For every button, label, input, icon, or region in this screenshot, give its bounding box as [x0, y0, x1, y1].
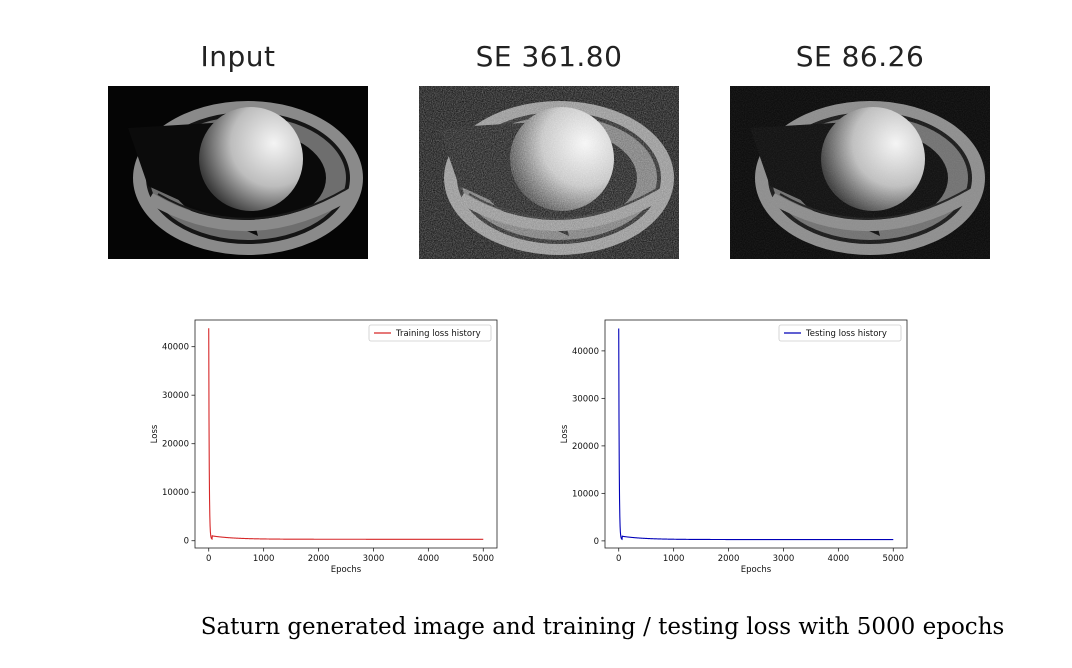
noise-overlay — [419, 86, 679, 259]
noise-overlay — [730, 86, 990, 259]
y-axis-label: Loss — [560, 424, 570, 443]
plot-frame — [194, 319, 498, 549]
x-axis-label: Epochs — [741, 565, 772, 575]
x-tick-label: 2000 — [718, 554, 740, 564]
x-tick-label: 4000 — [418, 554, 440, 564]
x-tick-label: 1000 — [253, 554, 275, 564]
x-tick-label: 1000 — [663, 554, 685, 564]
saturn-input-image — [108, 86, 368, 259]
y-tick-label: 30000 — [572, 394, 599, 404]
y-tick-label: 30000 — [162, 391, 189, 401]
loss-line — [208, 328, 484, 541]
x-tick-label: 3000 — [773, 554, 795, 564]
y-tick-label: 10000 — [162, 488, 189, 498]
ring-front — [147, 187, 357, 231]
y-tick-label: 10000 — [572, 489, 599, 499]
y-tick-label: 40000 — [572, 347, 599, 357]
planet-body — [199, 107, 303, 211]
x-tick-label: 5000 — [882, 554, 904, 564]
x-tick-label: 0 — [206, 554, 211, 564]
x-tick-label: 5000 — [472, 554, 494, 564]
plot-frame — [604, 319, 908, 549]
y-tick-label: 20000 — [162, 440, 189, 450]
y-tick-label: 20000 — [572, 442, 599, 452]
x-tick-label: 2000 — [308, 554, 330, 564]
testing-loss-chart: 0 1000 2000 3000 4000 5000 0 10000 20000 30000 400… — [560, 319, 908, 575]
x-axis-label: Epochs — [331, 565, 362, 575]
loss-line — [618, 328, 894, 541]
figure-caption: Saturn generated image and training / te… — [200, 614, 1005, 640]
panel-title-input: Input — [200, 40, 276, 73]
y-tick-label: 40000 — [162, 343, 189, 353]
legend-box — [368, 324, 492, 342]
y-tick-label: 0 — [184, 537, 189, 547]
panel-title-se-low: SE 86.26 — [795, 40, 925, 73]
saturn-noisy-image — [419, 86, 679, 259]
ring-front-gap — [157, 188, 347, 220]
training-loss-chart: 0 1000 2000 3000 4000 5000 0 10000 20000 30000 400… — [150, 319, 498, 575]
saturn-generated-image — [730, 86, 990, 259]
legend-label: Testing loss history — [805, 329, 887, 339]
x-tick-label: 4000 — [828, 554, 850, 564]
x-tick-label: 0 — [616, 554, 621, 564]
y-axis-label: Loss — [150, 424, 160, 443]
x-tick-label: 3000 — [363, 554, 385, 564]
legend-box — [778, 324, 902, 342]
legend-label: Training loss history — [395, 329, 481, 339]
panel-title-se-high: SE 361.80 — [475, 40, 623, 73]
y-tick-label: 0 — [594, 537, 599, 547]
